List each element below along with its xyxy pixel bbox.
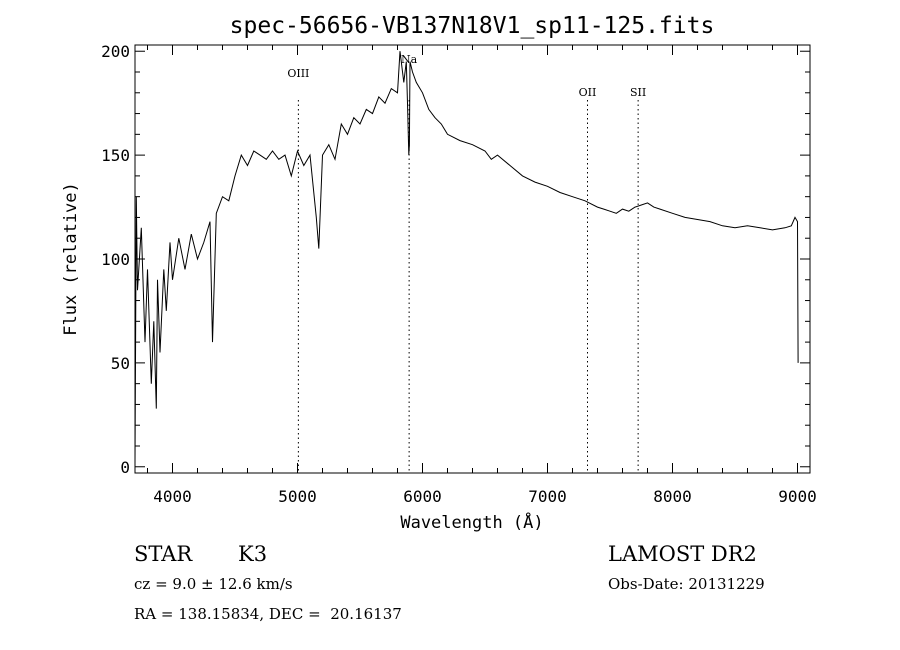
line-marker-label: SII: [630, 86, 646, 99]
x-tick-label: 5000: [278, 487, 317, 506]
object-class: STAR: [134, 542, 193, 566]
chart-title: spec-56656-VB137N18V1_sp11-125.fits: [230, 13, 715, 39]
redshift-readout: cz = 9.0 ± 12.6 km/s: [134, 575, 293, 593]
survey-name: LAMOST DR2: [608, 542, 757, 566]
y-tick-label: 50: [111, 354, 130, 373]
y-tick-label: 150: [101, 146, 130, 165]
x-tick-label: 7000: [528, 487, 567, 506]
x-tick-label: 8000: [653, 487, 692, 506]
y-tick-label: 200: [101, 42, 130, 61]
x-tick-label: 6000: [403, 487, 442, 506]
plot-frame: [134, 44, 811, 474]
spectrum-line: [134, 51, 799, 463]
line-marker-label: OIII: [287, 67, 309, 80]
spectral-line-markers: OIII Na OII SII: [287, 53, 646, 473]
line-marker-label: Na: [401, 53, 418, 66]
y-axis-label: Flux (relative): [61, 182, 81, 336]
x-axis: 4000 5000 6000 7000 8000 9000: [147, 45, 817, 506]
line-marker-label: OII: [579, 86, 597, 99]
y-tick-label: 100: [101, 250, 130, 269]
object-subclass: K3: [238, 542, 268, 566]
x-tick-label: 4000: [153, 487, 192, 506]
coordinates-readout: RA = 138.15834, DEC = 20.16137: [134, 605, 402, 623]
x-axis-label: Wavelength (Å): [400, 511, 543, 533]
observation-date: Obs-Date: 20131229: [608, 575, 765, 593]
x-tick-label: 9000: [778, 487, 817, 506]
y-tick-label: 0: [120, 458, 130, 477]
y-axis: 0 50 100 150 200: [101, 42, 810, 477]
